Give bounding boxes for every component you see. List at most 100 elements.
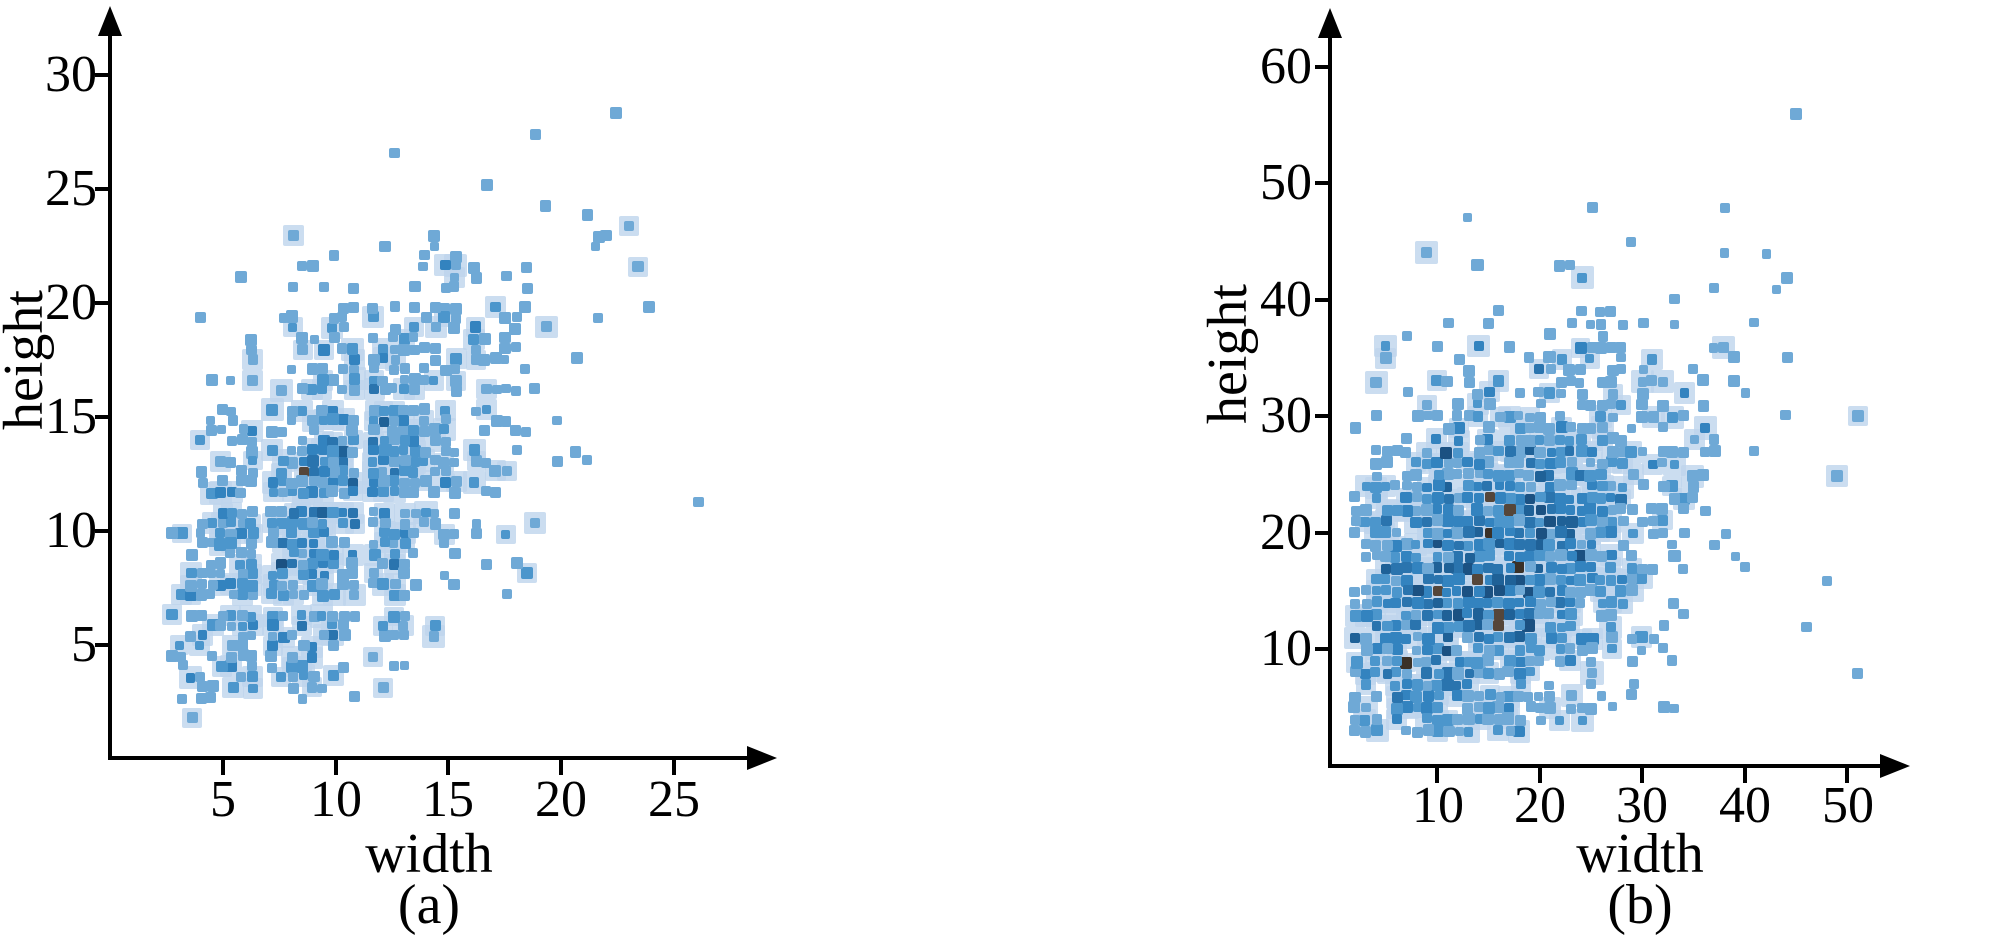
density-cell <box>206 425 218 437</box>
density-cell <box>1431 456 1444 469</box>
density-cell <box>1370 608 1382 620</box>
density-cell <box>205 487 218 500</box>
density-cell <box>1514 645 1526 656</box>
density-cell <box>1382 540 1393 551</box>
density-cell <box>1596 422 1608 434</box>
density-cell <box>1432 609 1443 620</box>
density-cell <box>1432 341 1443 352</box>
density-cell <box>278 589 290 601</box>
density-cell <box>298 560 308 570</box>
density-cell <box>1625 446 1637 459</box>
density-cell <box>297 383 308 394</box>
density-cell <box>1789 107 1802 120</box>
density-cell <box>1451 680 1462 691</box>
density-cell <box>1503 457 1515 469</box>
density-cell <box>1524 516 1536 529</box>
density-cell <box>389 365 399 376</box>
density-cell <box>215 568 226 579</box>
density-cell <box>338 508 348 518</box>
x-axis-title-b: width <box>1576 823 1704 885</box>
density-cell <box>409 280 421 293</box>
density-cell <box>440 466 451 477</box>
density-cell <box>1513 690 1525 702</box>
density-cell <box>214 557 226 569</box>
density-cell <box>1382 598 1393 608</box>
density-cell <box>1441 587 1451 597</box>
density-cell <box>1555 377 1567 389</box>
density-cell <box>1472 563 1484 575</box>
density-cell <box>286 457 299 469</box>
density-cell <box>467 261 480 274</box>
density-cell <box>299 590 310 601</box>
density-cell <box>338 610 350 622</box>
density-cell <box>1411 679 1424 691</box>
density-cell <box>369 507 379 517</box>
density-cell <box>471 406 481 416</box>
density-cell <box>1523 470 1534 481</box>
x-axis-arrowhead-b <box>1880 754 1910 778</box>
density-cell <box>1524 596 1536 608</box>
density-cell <box>1564 436 1575 446</box>
density-cell <box>1482 712 1495 725</box>
density-cell <box>1516 679 1526 689</box>
density-cell <box>1432 586 1443 597</box>
density-cell <box>1543 434 1555 446</box>
density-cell <box>215 487 227 499</box>
density-cell <box>439 570 450 581</box>
density-cell <box>246 344 257 356</box>
density-cell <box>438 537 450 548</box>
density-cell <box>1348 724 1360 736</box>
density-cell <box>347 414 360 427</box>
density-cell <box>265 425 278 438</box>
density-cell <box>217 518 228 529</box>
y-tick-mark <box>1315 414 1330 418</box>
density-cell <box>1617 447 1628 458</box>
density-cell <box>1515 656 1526 667</box>
density-cell <box>348 467 359 478</box>
density-cell <box>247 354 258 365</box>
density-cell <box>1452 458 1463 468</box>
density-cell <box>1473 643 1483 653</box>
density-cell <box>1555 575 1566 586</box>
density-cell <box>328 332 340 344</box>
density-cell <box>1566 422 1576 432</box>
density-cell <box>338 487 351 500</box>
density-cell <box>479 425 491 437</box>
density-cell <box>1453 572 1466 585</box>
density-cell <box>288 322 298 332</box>
x-tick-mark <box>221 760 225 775</box>
density-cell <box>306 454 319 467</box>
density-cell <box>1379 551 1391 563</box>
density-cell <box>1410 516 1422 529</box>
density-cell <box>1719 248 1730 258</box>
density-cell <box>1454 656 1465 667</box>
density-cell <box>1390 575 1402 587</box>
density-cell <box>1564 586 1577 598</box>
density-cell <box>1556 354 1568 366</box>
density-cell <box>1380 341 1391 351</box>
density-cell <box>1505 446 1516 457</box>
density-cell <box>368 437 379 448</box>
density-cell <box>317 444 329 456</box>
density-cell <box>581 209 594 222</box>
density-cell <box>1360 552 1371 563</box>
density-cell <box>399 558 410 569</box>
density-cell <box>1349 422 1362 435</box>
density-cell <box>1505 726 1516 736</box>
density-cell <box>1454 727 1465 737</box>
density-cell <box>1555 421 1568 434</box>
density-cell <box>1555 388 1566 399</box>
density-cell <box>267 618 279 631</box>
y-axis-line-b <box>1328 28 1332 768</box>
density-cell <box>420 475 432 487</box>
density-cell <box>1585 514 1598 527</box>
x-tick-mark <box>1845 768 1849 783</box>
density-cell <box>185 567 197 579</box>
density-cell <box>1525 561 1536 572</box>
density-cell <box>480 559 493 571</box>
density-cell <box>1546 504 1557 514</box>
density-cell <box>1556 609 1567 620</box>
density-cell <box>447 578 460 591</box>
density-cell <box>421 507 431 518</box>
density-cell <box>1587 342 1598 354</box>
